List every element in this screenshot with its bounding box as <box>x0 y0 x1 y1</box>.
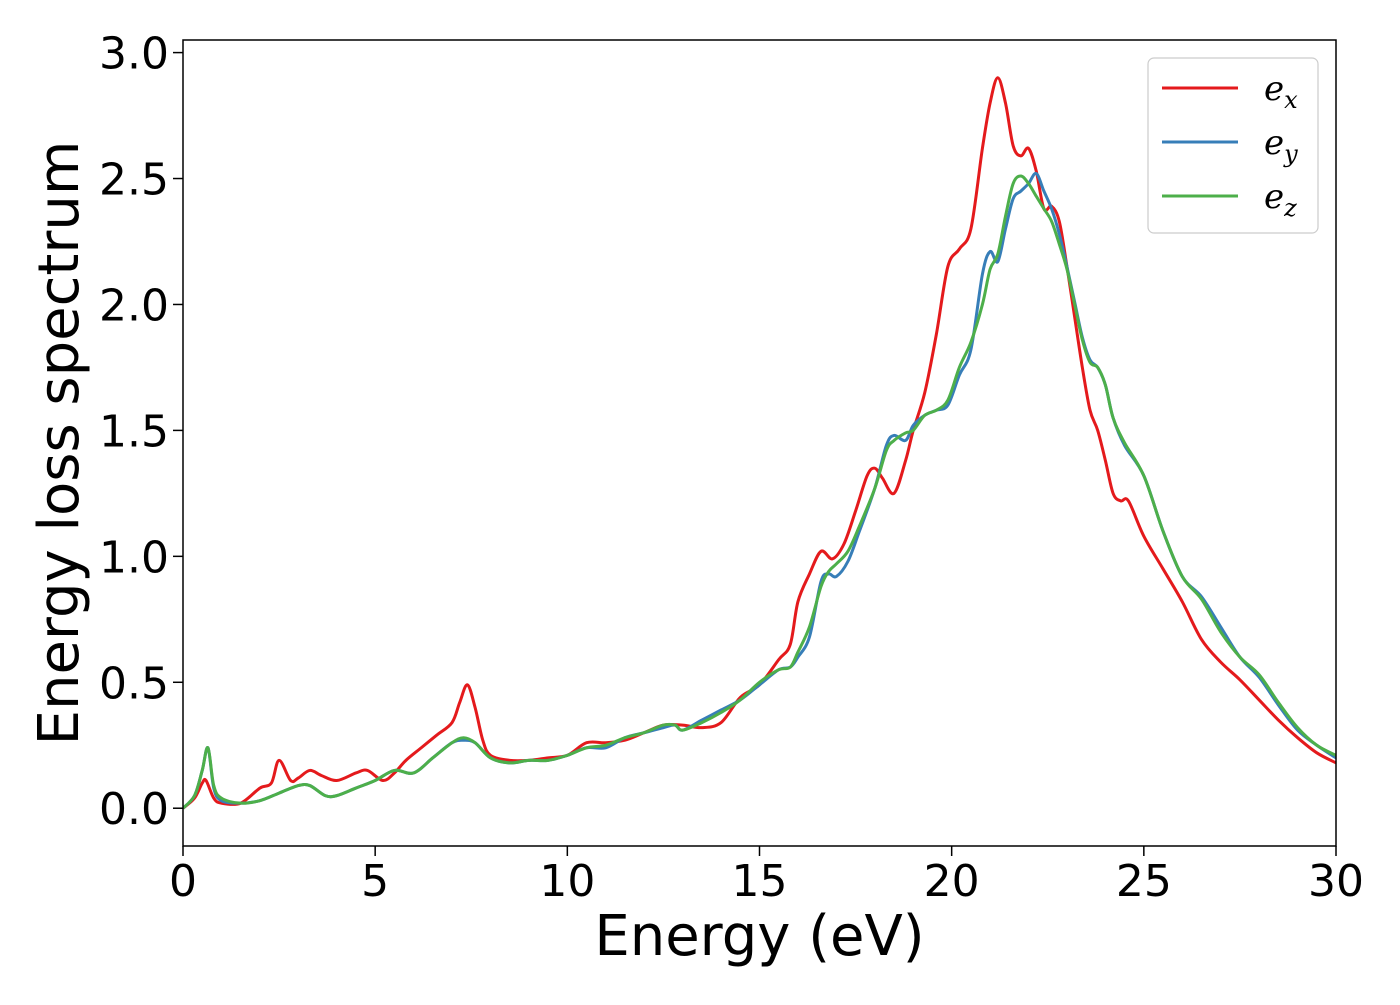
x-axis-title: Energy (eV) <box>594 904 924 969</box>
legend-label-x: ex <box>1264 69 1298 114</box>
x-tick-label: 5 <box>361 856 389 907</box>
x-tick-label: 10 <box>539 856 595 907</box>
series-line-ex <box>183 76 1336 810</box>
y-tick-label: 1.0 <box>99 532 169 583</box>
legend-label-base: e <box>1264 123 1284 163</box>
legend-box <box>1147 57 1319 234</box>
x-tick-label: 15 <box>732 856 788 907</box>
series-line-ey <box>183 171 1336 810</box>
x-tick-label: 0 <box>169 856 197 907</box>
legend-label-y: ey <box>1264 123 1298 168</box>
y-axis-ticks: 0.0 0.5 1.0 1.5 2.0 2.5 3.0 <box>99 29 183 835</box>
y-tick-label: 2.0 <box>99 280 169 331</box>
legend-label-base: e <box>1264 177 1284 217</box>
x-tick-label: 30 <box>1308 856 1364 907</box>
legend-label-subscript: x <box>1284 86 1298 114</box>
x-tick-label: 25 <box>1116 856 1172 907</box>
legend-label-base: e <box>1264 69 1284 109</box>
legend-label-subscript: z <box>1283 194 1297 222</box>
legend-label-subscript: y <box>1283 140 1298 168</box>
y-tick-label: 2.5 <box>99 155 169 206</box>
series-line-ez <box>183 174 1336 810</box>
x-tick-label: 20 <box>924 856 980 907</box>
y-tick-label: 0.5 <box>99 658 169 709</box>
series-layer <box>183 76 1336 810</box>
y-axis-title: Energy loss spectrum <box>27 141 92 746</box>
y-tick-label: 0.0 <box>99 784 169 835</box>
y-tick-label: 1.5 <box>99 406 169 457</box>
y-tick-label: 3.0 <box>99 29 169 80</box>
legend-label-z: ez <box>1264 177 1297 222</box>
x-axis-ticks: 0 5 10 15 20 25 30 <box>169 846 1364 907</box>
